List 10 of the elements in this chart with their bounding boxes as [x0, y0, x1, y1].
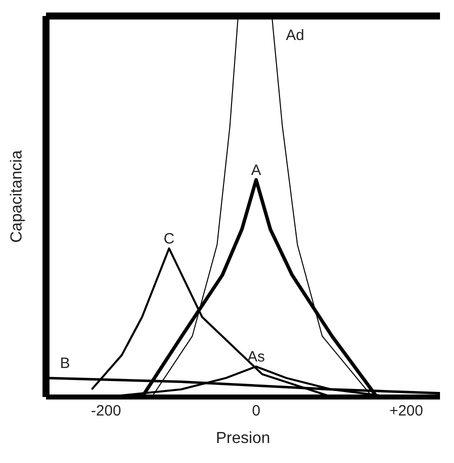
- y-axis-title: Capacitancia: [8, 150, 26, 243]
- x-tick-label: -200: [91, 402, 122, 420]
- x-tick-label: +200: [389, 402, 424, 420]
- series-label: B: [60, 354, 70, 372]
- series-label: C: [164, 230, 175, 248]
- x-axis-title: Presion: [216, 430, 270, 447]
- x-tick-label: 0: [252, 402, 260, 420]
- series-label: Ad: [286, 27, 304, 44]
- series-label: A: [251, 162, 262, 179]
- series-label: As: [247, 348, 265, 366]
